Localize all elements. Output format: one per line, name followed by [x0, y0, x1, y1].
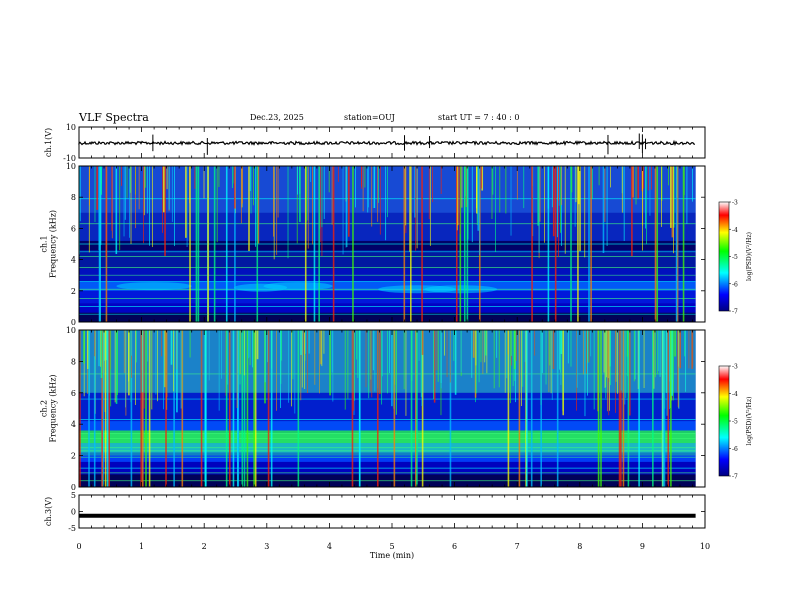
x-tick-label: 0 [76, 542, 81, 551]
y-tick-label: 4 [71, 420, 76, 429]
colorbar-tick-label: -3 [732, 200, 738, 207]
colorbar-tick-label: -3 [732, 364, 738, 371]
colorbar [718, 201, 730, 312]
spec-band [79, 392, 696, 422]
y-axis-label: ch.1 [40, 235, 49, 252]
spec-hiss [116, 282, 192, 291]
y-tick-label: 0 [71, 318, 76, 327]
header-station: station=OUJ [344, 113, 395, 122]
y-tick-label: 10 [66, 123, 76, 132]
spec-band [79, 421, 696, 431]
y-tick-label: 10 [66, 326, 76, 335]
ch1-waveform-panel: 10 -10 ch.1(V) [44, 123, 706, 163]
x-tick-label: 8 [577, 542, 582, 551]
y-tick-label: -10 [63, 154, 76, 163]
x-tick-label: 1 [139, 542, 144, 551]
spec-hiss [79, 433, 696, 456]
y-tick-label: -5 [68, 524, 76, 533]
y-tick-label: 6 [71, 224, 76, 233]
colorbar-label: log(PSD)(V²/Hz) [746, 397, 753, 446]
spec-band [79, 250, 696, 269]
colorbar-tick-label: -6 [732, 281, 738, 288]
y-tick-label: 6 [71, 389, 76, 398]
ch3-waveform-panel: 5 0 -5 ch.3(V) [44, 491, 706, 533]
spec-haze [79, 330, 696, 393]
ch1-trace [78, 139, 696, 147]
ch1-spectrogram-panel: 0 2 4 6 8 10 ch.1 Frequency (kHz) -3 -4 -5 -6 -7 log(… [40, 162, 754, 327]
y-tick-label: 5 [71, 491, 76, 500]
y-tick-label: 4 [71, 256, 76, 265]
y-tick-label: 0 [71, 483, 76, 492]
spec-band [79, 212, 696, 241]
y-axis-label: ch.3(V) [44, 497, 53, 526]
spec-band [79, 303, 696, 313]
figure-title: VLF Spectra [79, 111, 149, 124]
spec-band [79, 281, 696, 291]
y-tick-label: 10 [66, 162, 76, 171]
colorbar-tick-label: -5 [732, 254, 738, 261]
header-start-ut: start UT = 7 : 40 : 0 [438, 113, 520, 122]
spec-band [79, 312, 696, 322]
spec-hiss [263, 282, 333, 291]
x-tick-label: 3 [264, 542, 269, 551]
x-tick-label: 9 [640, 542, 645, 551]
y-axis-label: Frequency (kHz) [49, 374, 58, 442]
y-tick-label: 2 [71, 287, 76, 296]
y-tick-label: 0 [71, 508, 76, 517]
y-axis-label: Frequency (kHz) [49, 210, 58, 278]
x-tick-label: 2 [202, 542, 207, 551]
y-tick-label: 8 [71, 193, 76, 202]
x-tick-label: 10 [700, 542, 710, 551]
x-tick-label: 7 [515, 542, 520, 551]
y-axis-label: ch.2 [40, 400, 49, 417]
colorbar-tick-label: -4 [732, 391, 738, 398]
time-axis: 0 1 2 3 4 5 6 7 8 9 10 Time (min) [76, 542, 710, 560]
spec-band [79, 290, 696, 304]
colorbar-tick-label: -6 [732, 446, 738, 453]
header-date: Dec.23, 2025 [250, 113, 304, 122]
x-tick-label: 4 [327, 542, 332, 551]
colorbar-tick-label: -5 [732, 419, 738, 426]
x-axis-label: Time (min) [370, 551, 414, 560]
spec-band [79, 240, 696, 251]
ch2-spectrogram-panel: 0 2 4 6 8 10 ch.2 Frequency (kHz) -3 -4 -5 -6 -7 log(… [40, 326, 754, 492]
colorbar-tick-label: -7 [732, 309, 738, 316]
colorbar [718, 365, 730, 477]
colorbar-tick-label: -7 [732, 474, 738, 481]
x-tick-label: 6 [452, 542, 457, 551]
y-tick-label: 8 [71, 357, 76, 366]
y-tick-label: 2 [71, 452, 76, 461]
y-axis-label: ch.1(V) [44, 128, 53, 157]
x-tick-label: 5 [389, 542, 394, 551]
colorbar-label: log(PSD)(V²/Hz) [746, 232, 753, 281]
colorbar-tick-label: -4 [732, 227, 738, 234]
